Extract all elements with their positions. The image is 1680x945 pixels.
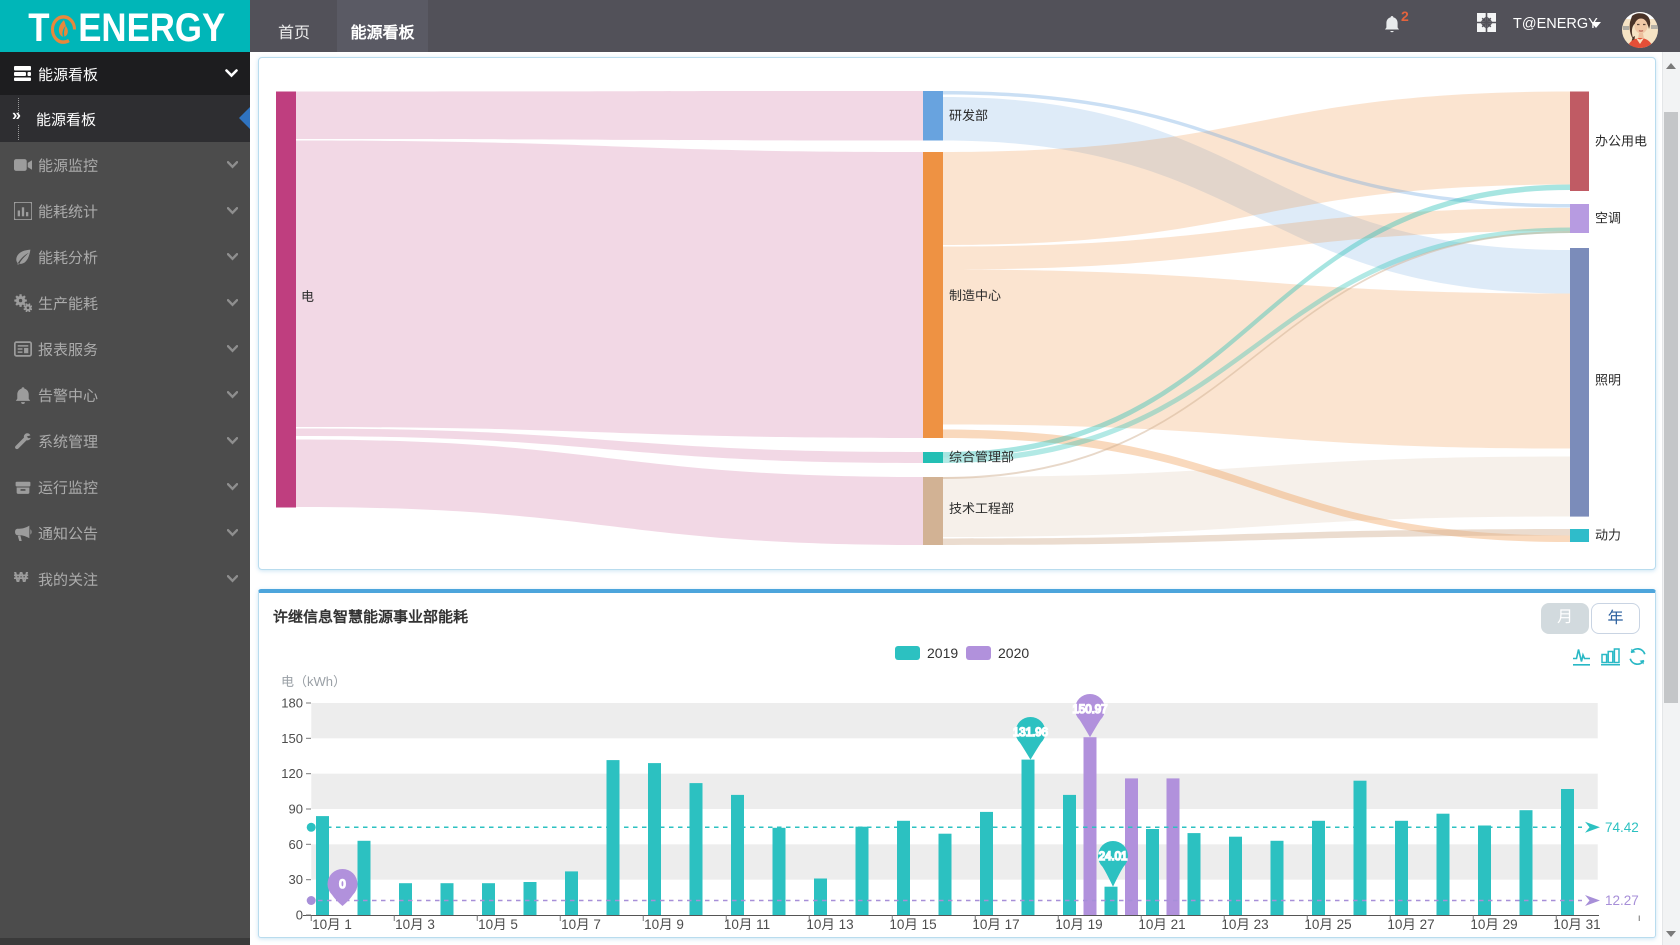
svg-text:10月 29: 10月 29 [1470, 917, 1517, 932]
svg-text:10月 23: 10月 23 [1221, 917, 1268, 932]
svg-text:10月 19: 10月 19 [1055, 917, 1102, 932]
svg-text:10月 27: 10月 27 [1387, 917, 1434, 932]
svg-text:24.01: 24.01 [1099, 851, 1128, 863]
svg-text:10月 15: 10月 15 [889, 917, 936, 932]
svg-text:10月 13: 10月 13 [806, 917, 853, 932]
svg-text:10月 5: 10月 5 [478, 917, 518, 932]
svg-text:180: 180 [281, 696, 303, 711]
svg-text:电（kWh）: 电（kWh） [281, 674, 346, 689]
svg-text:150.97: 150.97 [1072, 704, 1107, 716]
svg-text:10月 1: 10月 1 [312, 917, 352, 932]
svg-text:照明: 照明 [1595, 373, 1621, 388]
svg-text:技术工程部: 技术工程部 [949, 501, 1014, 516]
svg-text:10月 17: 10月 17 [972, 917, 1019, 932]
svg-text:90: 90 [289, 802, 303, 817]
svg-text:电: 电 [301, 289, 314, 304]
svg-text:60: 60 [289, 837, 303, 852]
svg-text:10月 9: 10月 9 [644, 917, 684, 932]
svg-text:10月 11: 10月 11 [724, 917, 770, 932]
svg-text:空调: 空调 [1595, 211, 1621, 226]
svg-text:10月 25: 10月 25 [1304, 917, 1351, 932]
svg-text:74.42: 74.42 [1605, 820, 1639, 835]
svg-text:150: 150 [281, 731, 303, 746]
svg-text:10月 31: 10月 31 [1553, 917, 1600, 932]
svg-text:10月 7: 10月 7 [561, 917, 601, 932]
svg-text:131.96: 131.96 [1013, 727, 1048, 739]
svg-text:办公用电: 办公用电 [1595, 134, 1647, 149]
svg-text:制造中心: 制造中心 [949, 288, 1001, 303]
svg-text:30: 30 [289, 872, 303, 887]
svg-text:0: 0 [296, 908, 303, 923]
svg-text:10月 21: 10月 21 [1138, 917, 1185, 932]
svg-text:动力: 动力 [1595, 528, 1621, 543]
svg-text:综合管理部: 综合管理部 [949, 450, 1014, 465]
svg-text:10月 3: 10月 3 [395, 917, 435, 932]
svg-text:0: 0 [339, 879, 345, 891]
svg-text:120: 120 [281, 766, 303, 781]
svg-text:12.27: 12.27 [1605, 893, 1639, 908]
svg-text:研发部: 研发部 [949, 108, 988, 123]
